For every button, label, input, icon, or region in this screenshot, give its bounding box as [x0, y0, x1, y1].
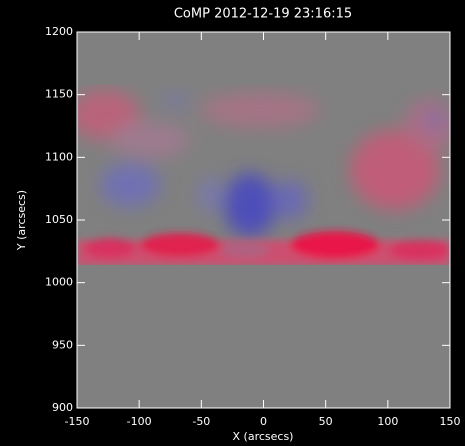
x-tick-label: 100 — [377, 415, 398, 428]
y-tick-label: 950 — [52, 338, 73, 351]
x-tick-label: -150 — [65, 415, 90, 428]
x-axis-label: X (arcsecs) — [233, 430, 294, 443]
chart-title: CoMP 2012-12-19 23:16:15 — [174, 7, 352, 22]
y-tick-label: 900 — [52, 401, 73, 414]
x-tick-label: 0 — [260, 415, 267, 428]
y-tick-label: 1150 — [45, 88, 73, 101]
x-tick-label: 150 — [440, 415, 461, 428]
y-axis-label: Y (arcsecs) — [15, 190, 28, 251]
y-tick-label: 1200 — [45, 25, 73, 38]
x-tick-label: 50 — [319, 415, 333, 428]
y-tick-label: 1100 — [45, 150, 73, 163]
doppler-image — [77, 90, 450, 265]
x-tick-label: -50 — [192, 415, 210, 428]
x-tick-label: -100 — [127, 415, 152, 428]
y-tick-label: 1050 — [45, 213, 73, 226]
y-tick-label: 1000 — [45, 276, 73, 289]
